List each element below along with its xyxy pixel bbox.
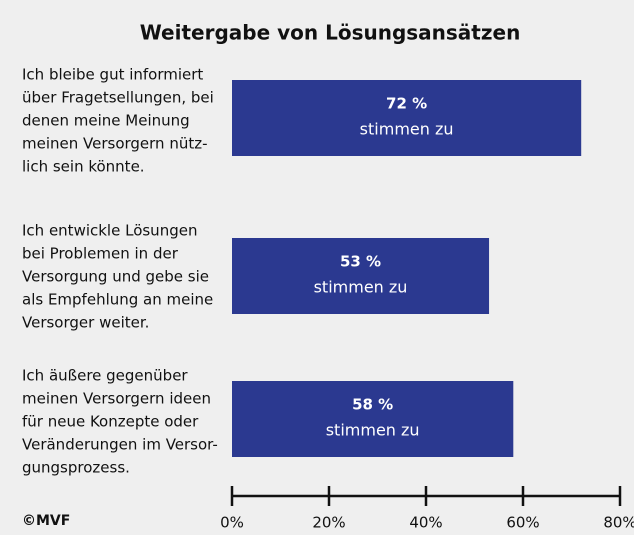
value-label: 72 % (386, 95, 427, 113)
value-label: 58 % (352, 396, 393, 414)
bar (232, 80, 582, 156)
x-tick-label: 80% (603, 514, 634, 532)
category-label: Versorgung und gebe sie (22, 268, 209, 286)
category-label: Ich äußere gegenüber (22, 367, 188, 385)
category-label: denen meine Meinung (22, 112, 190, 130)
category-label: über Fragetsellungen, bei (22, 89, 214, 107)
category-label: Versorger weiter. (22, 314, 149, 332)
x-tick-label: 0% (220, 514, 244, 532)
source: ©MVF (22, 513, 70, 529)
bar-text: stimmen zu (326, 421, 420, 440)
category-label: gungsprozess. (22, 459, 130, 477)
category-label: für neue Konzepte oder (22, 413, 199, 431)
category-label: lich sein könnte. (22, 158, 145, 176)
category-label: Ich bleibe gut informiert (22, 66, 203, 84)
x-tick-label: 20% (312, 514, 345, 532)
category-label: Ich entwickle Lösungen (22, 222, 197, 240)
category-label: als Empfehlung an meine (22, 291, 213, 309)
bar (232, 381, 514, 457)
bar-text: stimmen zu (314, 278, 408, 297)
x-tick-label: 60% (506, 514, 539, 532)
chart-title: Weitergabe von Lösungsansätzen (140, 21, 521, 45)
category-label: meinen Versorgern ideen (22, 390, 211, 408)
value-label: 53 % (340, 253, 381, 271)
category-label: Veränderungen im Versor- (22, 436, 218, 454)
x-tick-label: 40% (409, 514, 442, 532)
category-label: meinen Versorgern nütz- (22, 135, 208, 153)
category-label: bei Problemen in der (22, 245, 179, 263)
bar-text: stimmen zu (360, 120, 454, 139)
bar (232, 238, 490, 314)
